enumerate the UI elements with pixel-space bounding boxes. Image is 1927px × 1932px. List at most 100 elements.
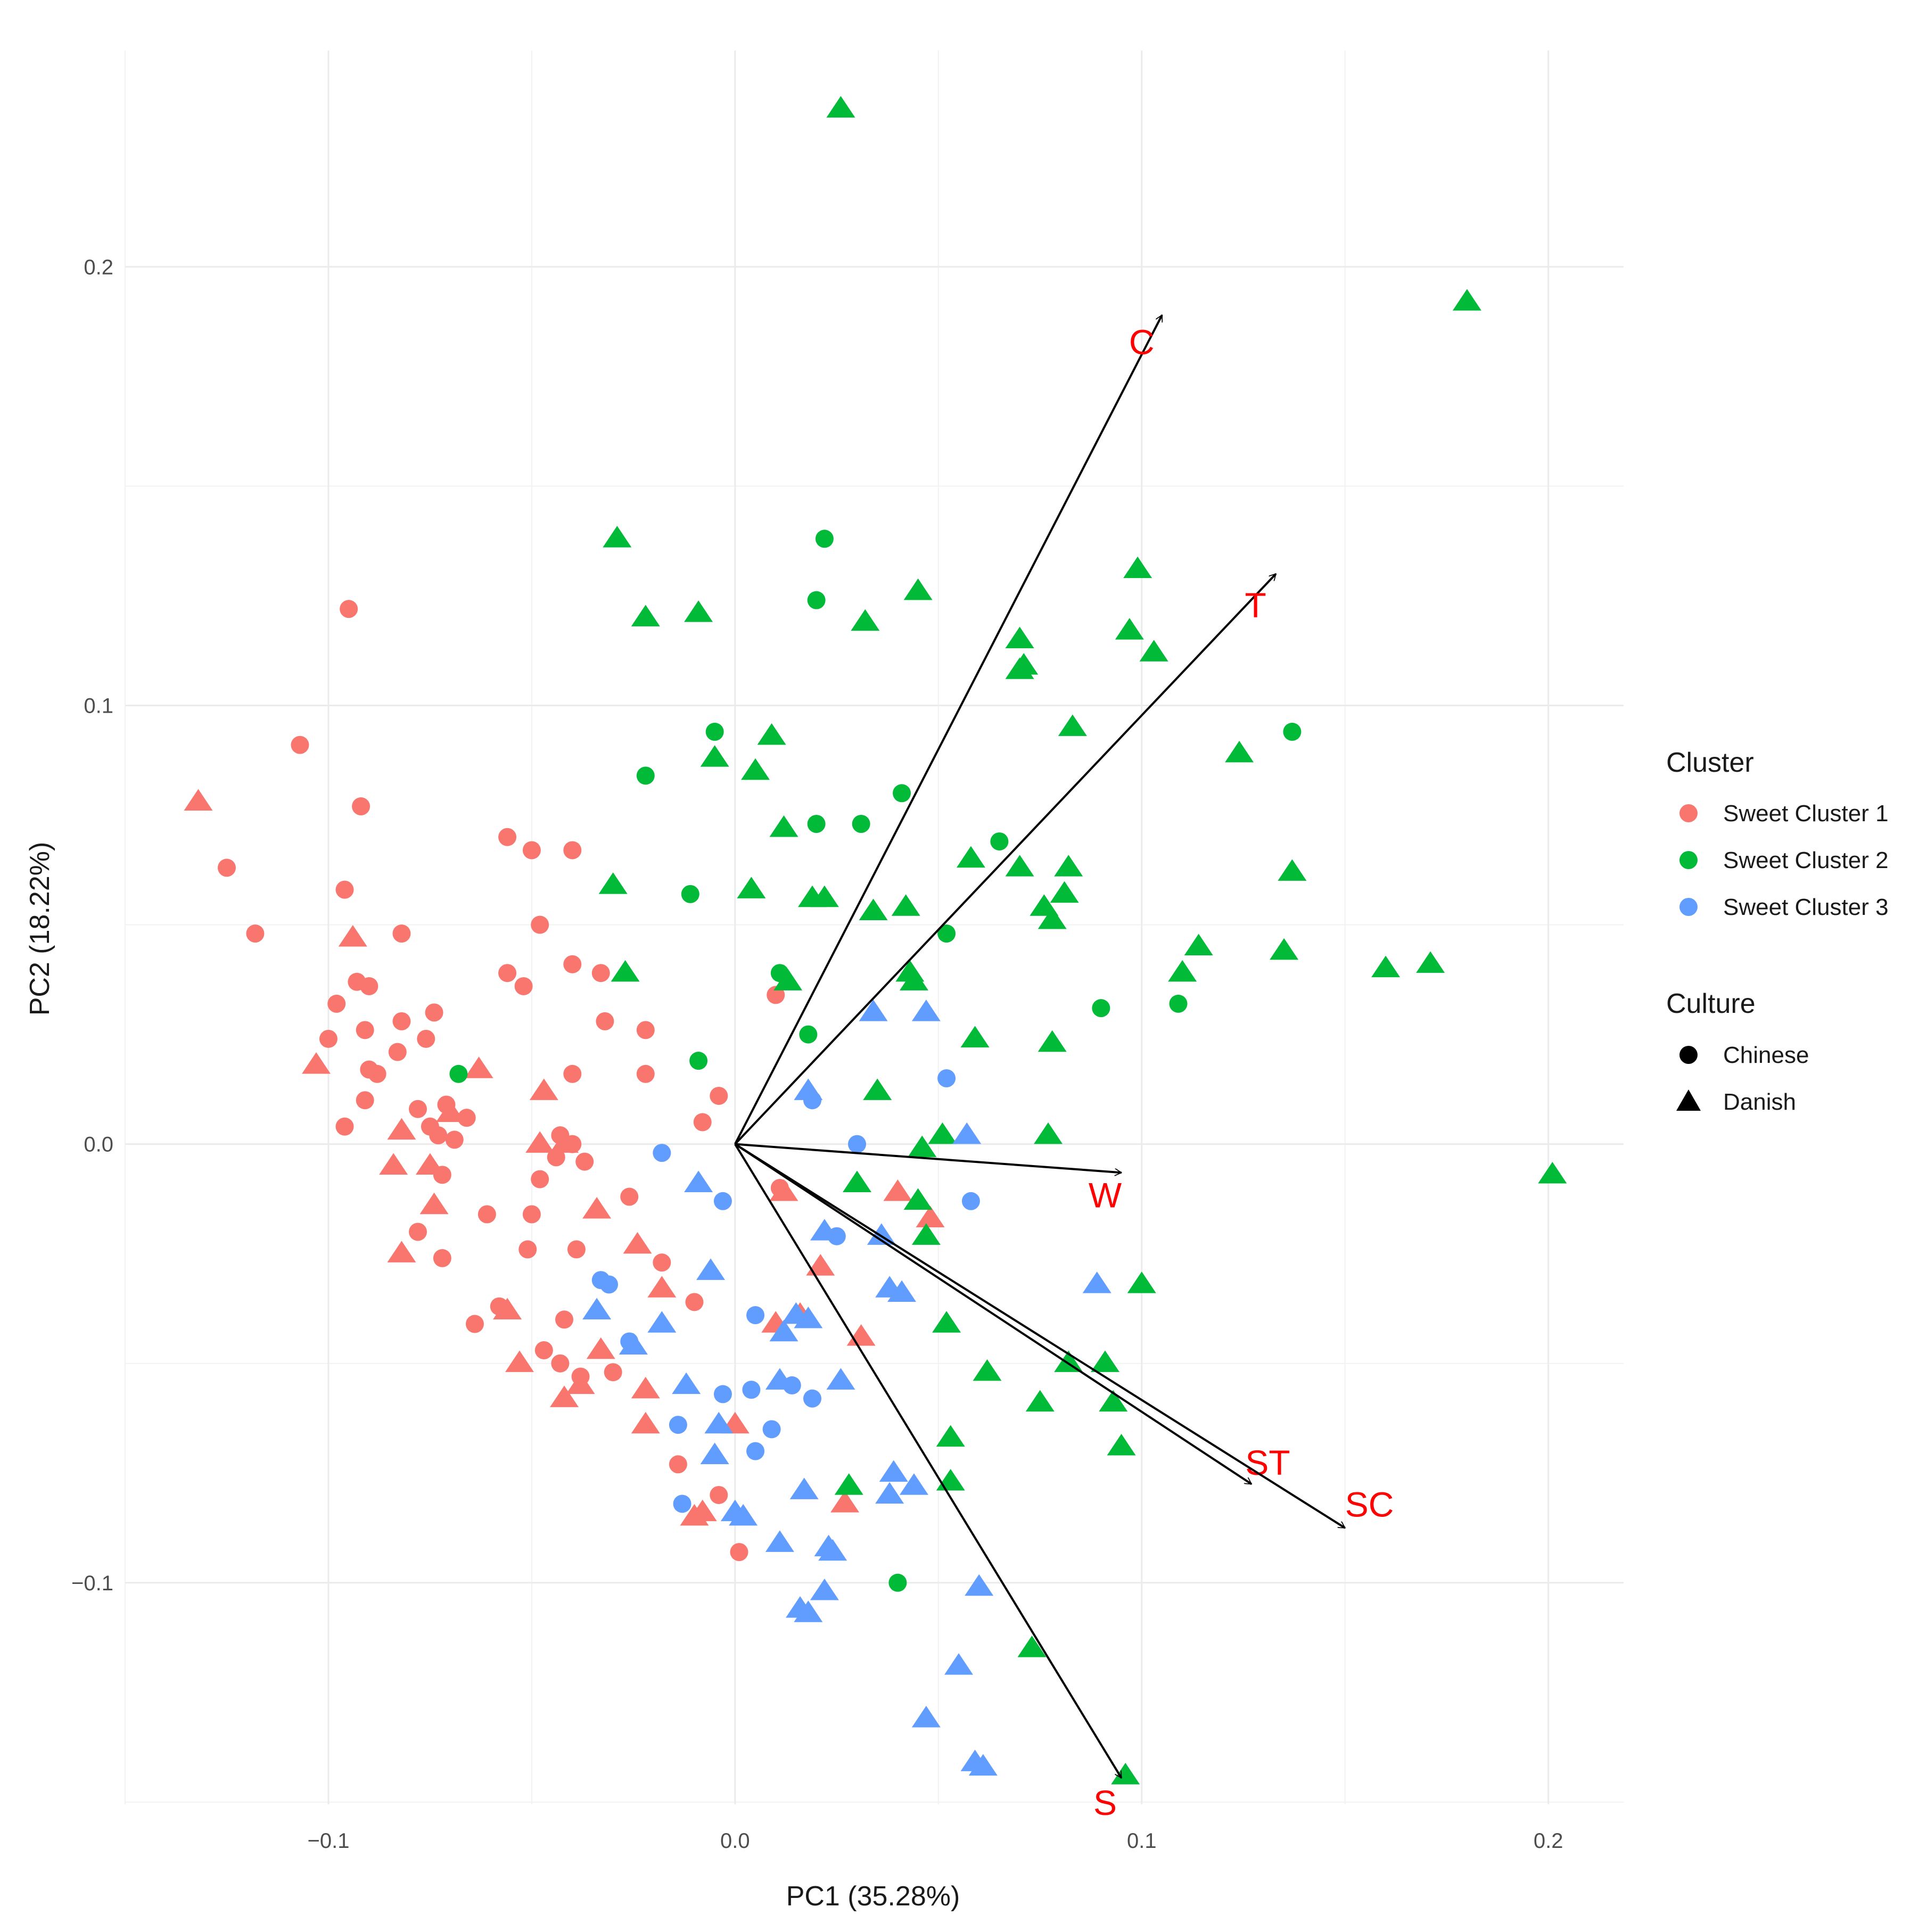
data-point (591, 964, 610, 982)
legend-key-cluster-2 (1679, 851, 1698, 869)
loading-arrow (734, 315, 1163, 1145)
loading-arrows: C T W ST SC S (734, 315, 1394, 1822)
data-point (789, 1477, 819, 1499)
data-point (335, 880, 354, 899)
data-point (713, 1192, 732, 1210)
data-point (859, 898, 888, 921)
data-point (379, 1153, 408, 1175)
data-point (1099, 1390, 1128, 1412)
data-point (863, 1078, 892, 1100)
data-point (327, 994, 346, 1013)
data-point (903, 1188, 933, 1210)
data-point (888, 1573, 907, 1592)
data-point (826, 1368, 855, 1390)
data-point (1278, 859, 1307, 881)
legend-key-cluster-1 (1679, 804, 1698, 822)
data-point (765, 1530, 794, 1552)
data-point (932, 1311, 961, 1333)
data-point (693, 1113, 712, 1132)
data-point (522, 1205, 541, 1224)
legend-key-cluster-3 (1679, 898, 1698, 916)
data-point (672, 1372, 701, 1394)
data-point (827, 1227, 846, 1245)
data-point (1115, 618, 1144, 640)
data-point (883, 1179, 912, 1201)
data-point (887, 1280, 917, 1302)
data-point (807, 591, 826, 609)
data-point (689, 1052, 708, 1070)
data-point (794, 1600, 823, 1622)
x-tick-label: 0.1 (1127, 1829, 1157, 1853)
data-point (783, 1376, 801, 1394)
data-point (769, 1179, 798, 1201)
data-point (620, 1187, 639, 1206)
data-point (563, 1135, 582, 1153)
data-point (937, 1069, 956, 1088)
data-point (1037, 907, 1067, 929)
data-point (636, 1064, 655, 1083)
data-point (990, 832, 1009, 851)
data-point (631, 605, 660, 626)
data-point (700, 745, 729, 767)
data-point (960, 1026, 990, 1048)
data-point (477, 1205, 496, 1224)
data-point (563, 1064, 582, 1083)
axes: −0.1 0.0 0.1 0.2 −0.1 0.0 0.1 0.2 (71, 255, 1563, 1853)
data-point (762, 1420, 781, 1439)
x-tick-label: 0.2 (1534, 1829, 1563, 1853)
data-point (550, 1385, 579, 1407)
data-point (356, 1021, 374, 1039)
data-point (596, 1012, 614, 1030)
legend-label-cluster-1: Sweet Cluster 1 (1723, 800, 1889, 827)
data-point (1092, 999, 1110, 1018)
data-point (623, 1232, 652, 1254)
data-point (525, 1131, 555, 1153)
data-point (603, 525, 632, 548)
loading-label: C (1129, 322, 1155, 361)
data-point (680, 1504, 709, 1526)
data-point (669, 1455, 687, 1474)
data-point (851, 609, 880, 631)
data-point (302, 1052, 331, 1074)
data-point (582, 1196, 612, 1219)
data-point (620, 1332, 639, 1351)
data-point (713, 1385, 732, 1403)
loading-arrow (734, 1143, 1251, 1485)
data-point (433, 1166, 451, 1184)
data-point (965, 1574, 994, 1596)
data-point (586, 1337, 615, 1359)
data-point (636, 766, 655, 785)
data-point (1082, 1272, 1111, 1293)
data-point (522, 841, 541, 860)
data-point (973, 1359, 1002, 1381)
data-point (647, 1276, 677, 1298)
data-point (710, 1086, 728, 1105)
data-point (875, 1482, 904, 1504)
data-point (1005, 855, 1034, 877)
legend-label-cluster-2: Sweet Cluster 2 (1723, 847, 1889, 873)
data-point (352, 797, 370, 816)
data-point (409, 1223, 427, 1241)
data-point (911, 1223, 941, 1245)
data-point (684, 1170, 713, 1193)
data-point (566, 1372, 595, 1394)
data-point (505, 1350, 534, 1372)
data-point (710, 1485, 728, 1504)
data-point (799, 1025, 818, 1044)
data-point (387, 1241, 416, 1262)
data-point (575, 1152, 594, 1171)
data-point (684, 600, 713, 622)
data-points (184, 96, 1567, 1785)
data-point (531, 915, 549, 934)
data-point (803, 1389, 822, 1408)
data-point (1452, 288, 1481, 311)
data-point (493, 1298, 522, 1320)
data-point (937, 924, 956, 943)
data-point (852, 814, 870, 833)
data-point (908, 1135, 937, 1158)
data-point (843, 1170, 872, 1193)
data-point (184, 789, 213, 811)
data-point (498, 828, 517, 846)
data-point (567, 1240, 586, 1259)
